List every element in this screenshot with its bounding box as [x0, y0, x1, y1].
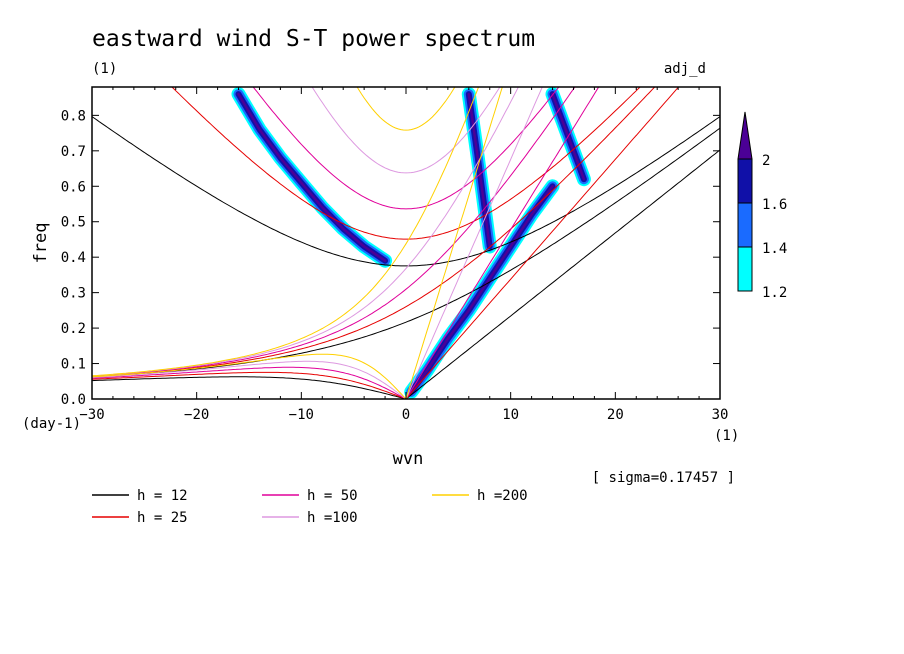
subtitle-left: (1)	[92, 61, 117, 77]
colorbar-swatch	[737, 158, 753, 204]
dispersion-curve	[92, 87, 656, 378]
y-tick-label: 0.1	[61, 357, 86, 373]
y-tick-label: 0.2	[61, 321, 86, 337]
dispersion-curve	[92, 366, 408, 399]
colorbar: 1.2 1.4 1.6 2	[737, 111, 787, 301]
y-tick-label: 0.4	[61, 250, 86, 266]
y-tick-label: 0.3	[61, 286, 86, 302]
y-tick-label: 0.5	[61, 215, 86, 231]
y-tick-label: 0.0	[61, 392, 86, 408]
dispersion-curve	[405, 87, 680, 399]
dispersion-curve	[405, 149, 720, 399]
dispersion-curve	[405, 87, 600, 399]
dispersion-curve	[92, 360, 407, 399]
x-tick-label: 0	[402, 407, 410, 423]
y-axis: 0.0 0.1 0.2 0.3 0.4 0.5 0.6 0.7 0.8	[61, 108, 720, 408]
power-band	[467, 92, 491, 248]
x-tick-label: 30	[712, 407, 729, 423]
legend: h = 12 h = 25 h = 50 h =100 h =200	[92, 488, 528, 526]
x-tick-label: 10	[502, 407, 519, 423]
colorbar-label: 1.6	[762, 197, 787, 213]
subtitle-right: adj_d	[664, 61, 706, 77]
legend-label: h =200	[477, 488, 528, 504]
x-unit-label: (1)	[714, 428, 739, 444]
dispersion-curve	[92, 371, 408, 399]
power-band	[409, 185, 554, 394]
colorbar-swatch	[737, 202, 753, 248]
y-axis-label: freq	[31, 223, 51, 264]
colorbar-arrow	[737, 111, 753, 160]
x-axis: −30 −20 −10 0 10 20 30	[79, 87, 728, 423]
power-band	[231, 87, 393, 268]
dispersion-curve	[92, 353, 407, 399]
legend-label: h = 12	[137, 488, 188, 504]
x-tick-label: 20	[607, 407, 624, 423]
x-tick-label: −20	[184, 407, 209, 423]
power-band	[237, 92, 387, 262]
dispersion-curve	[171, 87, 641, 240]
dispersion-curve	[92, 87, 519, 377]
legend-label: h = 25	[137, 510, 188, 526]
dispersion-curve	[92, 376, 408, 399]
dispersion-curve	[92, 87, 576, 377]
colorbar-label: 1.2	[762, 285, 787, 301]
legend-label: h =100	[307, 510, 358, 526]
dispersion-curve	[311, 87, 501, 174]
chart-title: eastward wind S-T power spectrum	[92, 26, 535, 52]
x-tick-label: −30	[79, 407, 104, 423]
dispersion-curve	[356, 87, 456, 131]
colorbar-label: 1.4	[762, 241, 787, 257]
dispersion-curve	[92, 127, 720, 378]
y-tick-label: 0.6	[61, 179, 86, 195]
y-unit-label: (day-1)	[22, 416, 81, 432]
sigma-annotation: [ sigma=0.17457 ]	[592, 470, 735, 486]
legend-label: h = 50	[307, 488, 358, 504]
x-tick-label: −10	[289, 407, 314, 423]
colorbar-label: 2	[762, 153, 770, 169]
dispersion-curve	[92, 87, 480, 377]
colorbar-swatch	[737, 246, 753, 292]
y-tick-label: 0.8	[61, 108, 86, 124]
dispersion-curve	[405, 87, 503, 399]
y-tick-label: 0.7	[61, 144, 86, 160]
dispersion-curve	[92, 115, 720, 267]
dispersion-curve	[252, 87, 560, 210]
dispersion-curve	[405, 87, 543, 399]
plot-area	[91, 86, 721, 400]
x-axis-label: wvn	[393, 449, 424, 469]
